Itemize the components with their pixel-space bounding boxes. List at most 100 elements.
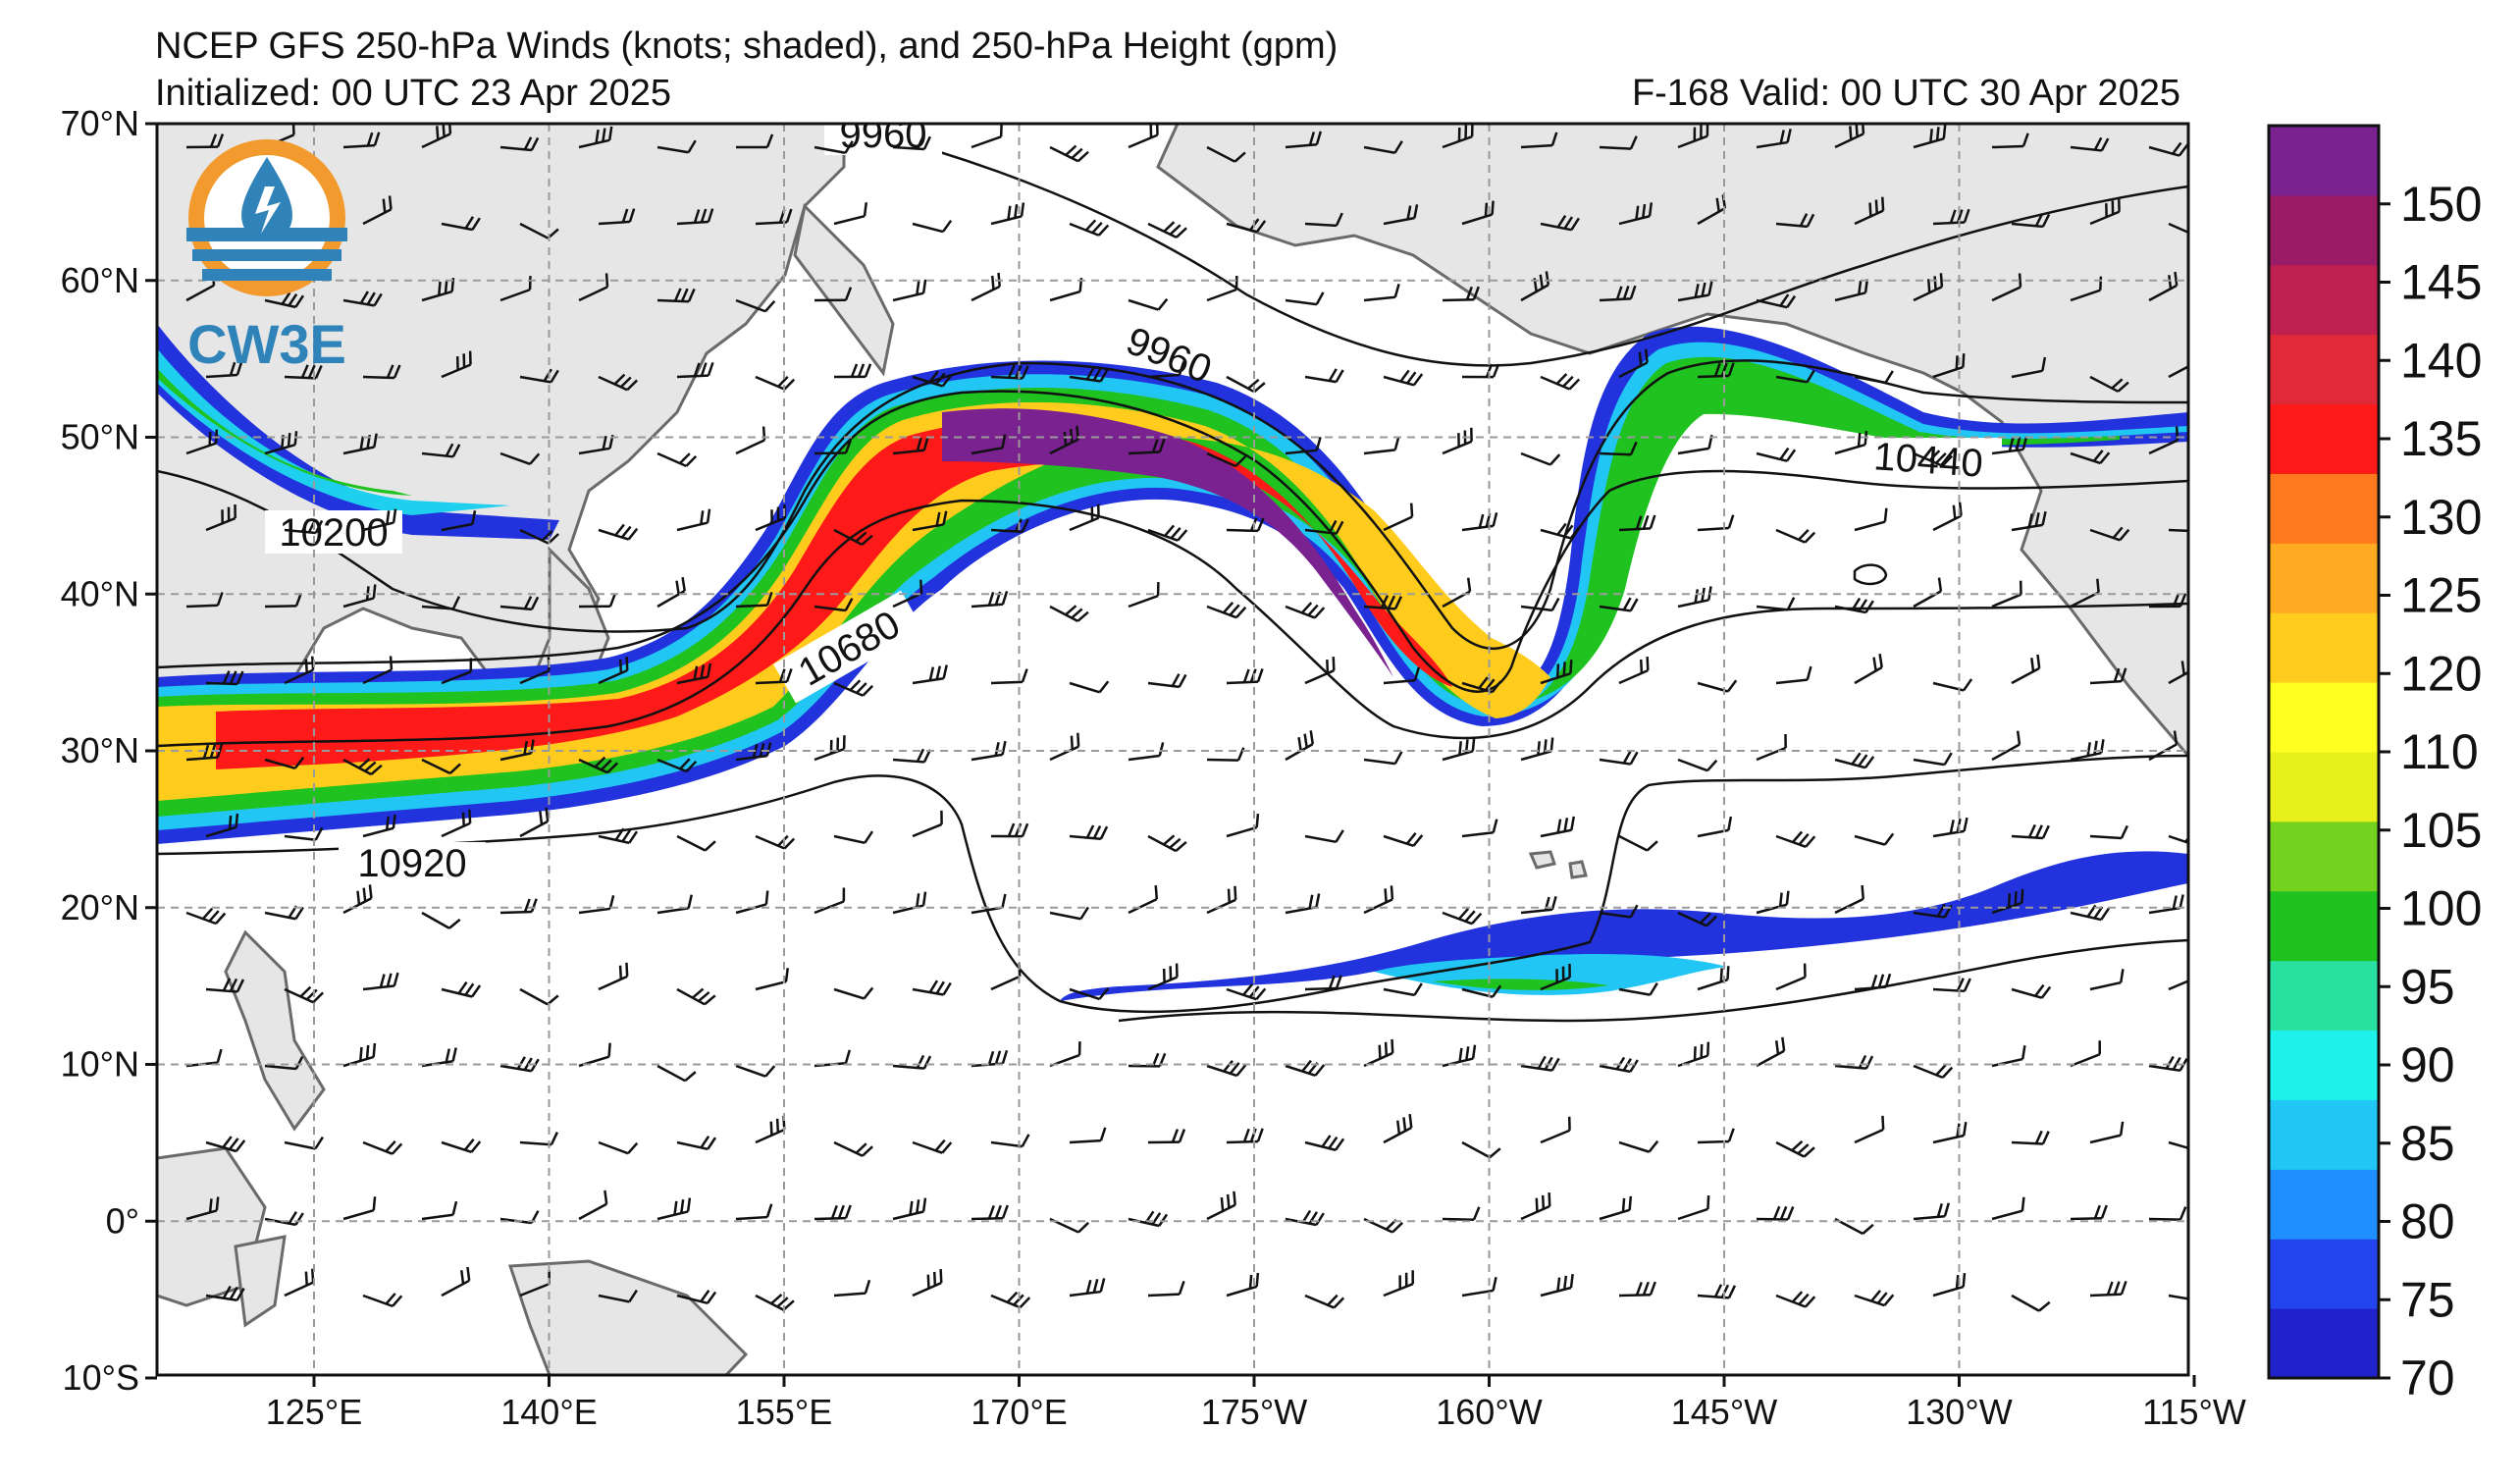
wind-barb-glyph [598,657,629,685]
wind-barb-glyph [1775,528,1816,544]
wind-barb-glyph [1442,1044,1477,1068]
wind-barb-glyph [1540,522,1581,540]
wind-barb-glyph [1383,1270,1414,1298]
wind-barb-glyph [2070,739,2105,762]
wind-barb-glyph [1618,202,1654,226]
wind-barb-glyph [362,1293,403,1308]
wind-barb-glyph [598,208,636,226]
wind-barb-glyph [1226,668,1264,685]
lon-label: 155°E [736,1392,832,1432]
wind-barb-glyph [676,508,711,532]
wind-barb-glyph [1618,514,1656,532]
wind-barb-glyph [1226,813,1260,838]
wind-barb-glyph [1854,1115,1885,1144]
jet-main-yellow [157,401,1550,801]
wind-barb-glyph [1383,982,1423,997]
wind-barb-glyph [421,443,461,458]
wind-barb-glyph [2168,980,2188,991]
wind-barb-glyph [1677,911,1718,927]
wind-barb-glyph [755,375,796,391]
colorbar-label: 105 [2400,803,2482,858]
wind-barb-glyph [1991,1196,2025,1221]
wind-barb-glyph [499,596,540,611]
wind-barb-glyph [990,364,1029,380]
wind-barb-glyph [1461,819,1498,838]
wind-barb-glyph [990,1291,1031,1309]
wind-barb-glyph [814,598,854,612]
wind-barb-glyph [1775,1139,1815,1158]
wind-barb-glyph [1756,1205,1795,1221]
wind-barb-glyph [755,968,790,991]
colorbar-label: 70 [2400,1351,2455,1405]
wind-barb-glyph [1618,1281,1656,1298]
contour-label-10920: 10920 [357,842,466,885]
longitude-labels: 125°E 140°E 155°E 170°E 175°W 160°W 145°W 130°W… [266,1375,2246,1432]
wind-barb-glyph [205,978,245,993]
wind-barb-glyph [441,1139,482,1154]
colorbar-segment [2269,473,2379,544]
wind-barb-glyph [1834,124,1865,149]
wind-barb-glyph [814,1204,852,1221]
wind-barb-glyph [1540,214,1580,232]
wind-barb-glyph [735,298,776,313]
wind-barb-glyph [735,1203,773,1221]
wind-barb-glyph [1285,730,1315,762]
wind-barb-glyph [362,364,401,380]
wind-barb-glyph [971,434,1007,455]
latitude-labels: 70°N 60°N 50°N 40°N 30°N 20°N 10°N 0° 10°S [61,103,157,1398]
wind-barb-glyph [1206,275,1238,302]
contour-lower [1118,938,2188,1023]
wind-barb-glyph [1304,368,1344,384]
wind-barb-glyph [735,1064,776,1078]
wind-barb-glyph [1442,1206,1481,1221]
wind-barb-glyph [1383,831,1424,847]
wind-barb-glyph [1854,832,1895,846]
wind-barb-glyph [421,124,452,149]
wind-barb-glyph [205,670,244,686]
wind-barb-glyph [1854,196,1885,226]
wind-barb-glyph [1991,1045,2026,1068]
wind-barb-glyph [441,1266,471,1298]
wind-barb-glyph [1756,447,1797,462]
land-sulawesi [234,1235,287,1328]
wind-barb-glyph [1363,283,1400,302]
wind-barb-glyph [892,135,931,151]
colorbar-segment [2269,612,2379,683]
wind-barb-glyph [814,887,846,915]
colorbar-label: 125 [2400,568,2482,623]
jet-south-blue [1060,851,2188,1001]
wind-barb-glyph [1442,907,1483,926]
wind-barb-glyph [342,1042,377,1068]
colorbar-segment [2269,543,2379,613]
lat-label: 40°N [61,573,139,613]
wind-barb-glyph [342,758,383,776]
wind-barb-glyph [1756,597,1796,611]
wind-barb-glyph [1697,1284,1737,1299]
wind-barb-glyph [2168,351,2188,379]
wind-barb-glyph [1285,131,1323,149]
wind-barb-glyph [1599,904,1639,919]
wind-barb-glyph [1854,653,1883,685]
wind-barb-glyph [1697,679,1738,693]
wind-barb-glyph [1913,125,1947,149]
valid-time: F-168 Valid: 00 UTC 30 Apr 2025 [1631,73,2180,114]
wind-barb-glyph [441,980,482,998]
wind-barb-glyph [656,894,693,915]
wind-barb-glyph [421,758,461,775]
wind-barb-glyph [1442,124,1474,149]
wind-barb-glyph [2089,197,2121,226]
wind-barb-glyph [1834,1054,1874,1070]
wind-barb-glyph [578,895,615,915]
wind-barb-glyph [1697,362,1735,379]
wind-barb-glyph [1932,1121,1968,1144]
wind-barb-glyph [2011,654,2041,685]
wind-barb-glyph [499,898,538,915]
colorbar-label: 120 [2400,646,2482,701]
wind-barb-glyph [1363,885,1394,915]
wind-barb-glyph [499,276,532,302]
lat-label: 20°N [61,887,139,927]
wind-barb-glyph [1128,297,1169,311]
contour-small-loop [1853,563,1888,586]
contour-10680 [157,499,2188,748]
wind-barb-glyph [2011,983,2052,999]
